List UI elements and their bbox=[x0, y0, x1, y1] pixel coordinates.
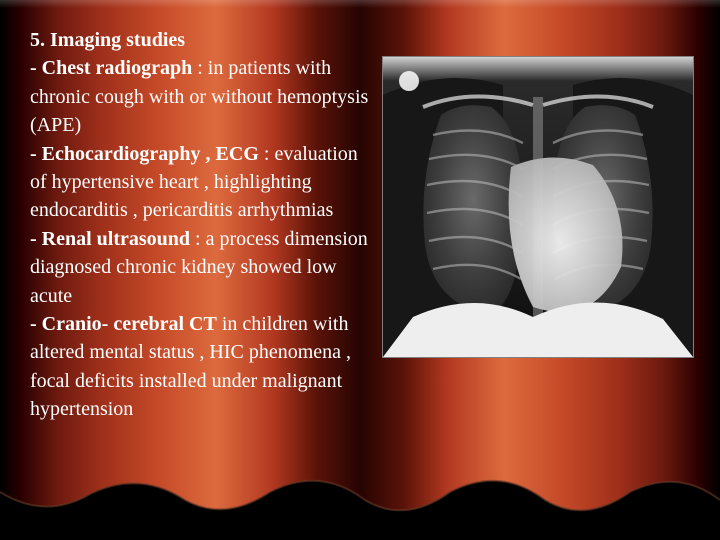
item-3-label: - Renal ultrasound bbox=[30, 228, 190, 250]
item-1-label: - Chest radiograph bbox=[30, 57, 192, 79]
heading: 5. Imaging studies bbox=[30, 29, 185, 51]
chest-xray-image bbox=[382, 56, 694, 358]
item-4-label: - Cranio- cerebral CT bbox=[30, 313, 217, 335]
item-2-label: - Echocardiography , ECG bbox=[30, 143, 259, 165]
curtain-drape-bottom bbox=[0, 470, 720, 540]
text-block: 5. Imaging studies - Chest radiograph : … bbox=[30, 26, 370, 423]
slide-root: 5. Imaging studies - Chest radiograph : … bbox=[0, 0, 720, 540]
